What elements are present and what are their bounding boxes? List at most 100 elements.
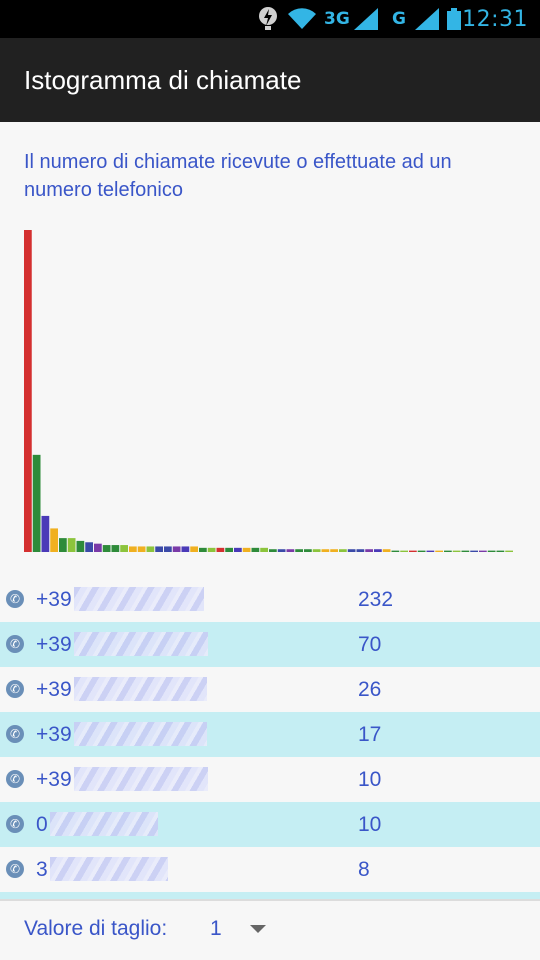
list-item[interactable]: ✆ +39 10	[0, 757, 540, 802]
phone-icon: ✆	[6, 770, 24, 788]
histogram-bar	[356, 549, 365, 552]
histogram-bar	[426, 550, 435, 552]
phone-icon: ✆	[6, 590, 24, 608]
histogram-bar	[94, 543, 102, 552]
histogram-bar	[129, 546, 137, 552]
histogram-bar	[85, 542, 93, 552]
histogram-bar	[409, 550, 417, 552]
histogram-bar	[304, 549, 312, 552]
phone-number: +39	[36, 633, 72, 656]
histogram-bar	[111, 545, 120, 552]
histogram-bar	[269, 549, 277, 552]
list-item[interactable]: ✆ +39 70	[0, 622, 540, 667]
call-count: 26	[358, 678, 382, 701]
action-bar: Istogramma di chiamate	[0, 38, 540, 122]
redacted-number	[74, 722, 207, 746]
redacted-number	[74, 587, 204, 611]
phone-number: +39	[36, 678, 72, 701]
status-bar: 3G G 12:31	[0, 0, 540, 38]
network-type-3g: 3G	[324, 9, 350, 29]
histogram-bar	[76, 540, 85, 552]
histogram-bar	[461, 550, 470, 552]
histogram-bar	[120, 545, 128, 552]
histogram-bar	[164, 546, 172, 552]
histogram-bar	[470, 550, 478, 552]
histogram-bar	[207, 547, 216, 552]
histogram-bar	[295, 549, 303, 552]
call-count: 10	[358, 768, 382, 791]
histogram-bar	[382, 549, 391, 552]
histogram-bar	[496, 550, 505, 552]
histogram-bar	[41, 515, 50, 552]
call-count: 70	[358, 633, 382, 656]
flash-icon	[258, 0, 278, 38]
battery-icon	[446, 0, 462, 38]
histogram-bar	[286, 549, 295, 552]
phone-icon: ✆	[6, 635, 24, 653]
histogram-bar	[59, 538, 67, 552]
list-item[interactable]: ✆ 0 10	[0, 802, 540, 847]
content-area: Il numero di chiamate ricevute o effettu…	[0, 122, 540, 960]
histogram-bar	[251, 547, 260, 552]
histogram-bar	[444, 550, 452, 552]
histogram-bar	[137, 546, 146, 552]
dropdown-arrow-icon[interactable]	[250, 925, 266, 933]
phone-number: +39	[36, 588, 72, 611]
histogram-bar	[67, 538, 76, 552]
histogram-bar	[190, 546, 198, 552]
redacted-number	[74, 677, 207, 701]
histogram-bar	[146, 546, 155, 552]
call-count: 10	[358, 813, 382, 836]
signal-icon-1	[352, 0, 380, 38]
histogram-bar	[321, 549, 330, 552]
threshold-label: Valore di taglio:	[24, 917, 168, 940]
histogram-bar	[155, 546, 163, 552]
histogram-bar	[102, 545, 111, 552]
list-item[interactable]: ✆ +39 17	[0, 712, 540, 757]
chart-title: Il numero di chiamate ricevute o effettu…	[24, 151, 452, 201]
call-list[interactable]: ✆ +39 232 ✆ +39 70 ✆ +39 26 ✆ +39 17 ✆ +…	[0, 577, 540, 899]
phone-number: 3	[36, 858, 48, 881]
histogram-bar	[417, 550, 426, 552]
redacted-number	[50, 857, 168, 881]
histogram-bar	[391, 550, 400, 552]
app-title: Istogramma di chiamate	[24, 64, 302, 95]
histogram-bar	[32, 454, 41, 552]
threshold-select[interactable]: 1	[210, 917, 222, 940]
histogram-bar	[260, 547, 268, 552]
redacted-number	[74, 632, 208, 656]
wifi-icon	[287, 0, 317, 38]
histogram-bar	[452, 550, 461, 552]
histogram-bar	[24, 230, 32, 552]
redacted-number	[74, 767, 208, 791]
histogram-bar	[487, 550, 496, 552]
histogram-bar	[225, 547, 233, 552]
call-histogram	[24, 230, 513, 552]
histogram-bar	[172, 546, 181, 552]
histogram-bar	[479, 550, 487, 552]
phone-icon: ✆	[6, 725, 24, 743]
histogram-bar	[435, 550, 443, 552]
histogram-bar	[216, 547, 225, 552]
histogram-bar	[312, 549, 321, 552]
call-count: 232	[358, 588, 394, 611]
histogram-bar	[277, 549, 286, 552]
list-item[interactable]: ✆ +39 26	[0, 667, 540, 712]
histogram-bar	[330, 549, 338, 552]
footer-divider	[0, 899, 540, 901]
histogram-bar	[339, 549, 347, 552]
signal-icon-2	[413, 0, 441, 38]
histogram-bar	[199, 547, 207, 552]
call-count: 17	[358, 723, 382, 746]
list-item[interactable]: ✆ +39 232	[0, 577, 540, 622]
list-item[interactable]	[0, 892, 540, 899]
histogram-bar	[505, 550, 513, 552]
histogram-bar	[242, 547, 251, 552]
list-item[interactable]: ✆ 3 8	[0, 847, 540, 892]
phone-icon: ✆	[6, 680, 24, 698]
phone-icon: ✆	[6, 815, 24, 833]
histogram-bar	[234, 547, 242, 552]
histogram-bar	[374, 549, 382, 552]
network-type-g: G	[392, 9, 406, 29]
histogram-bar	[365, 549, 373, 552]
